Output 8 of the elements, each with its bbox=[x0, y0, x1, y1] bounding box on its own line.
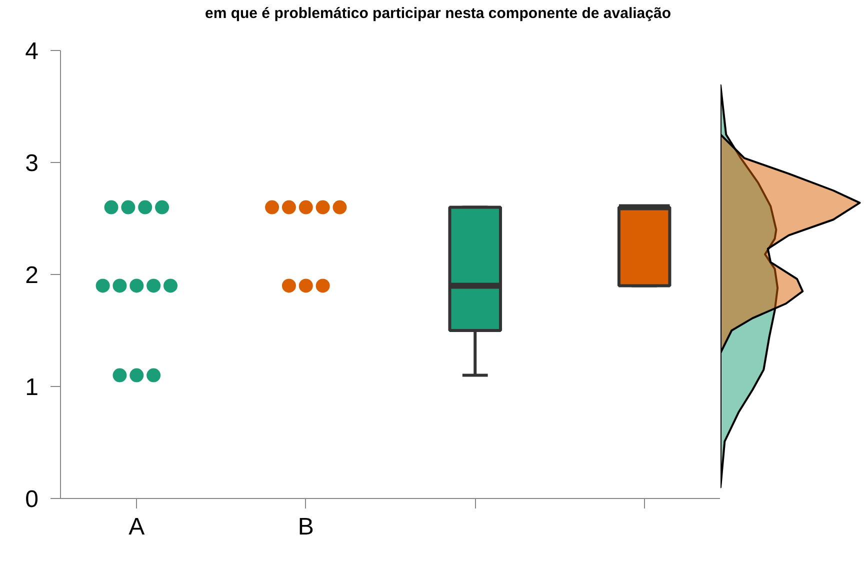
x-tick-label: A bbox=[128, 514, 145, 541]
y-tick-label: 0 bbox=[25, 486, 39, 514]
y-tick-label: 1 bbox=[25, 374, 39, 402]
y-tick-label: 2 bbox=[25, 262, 39, 290]
y-tick-label: 3 bbox=[25, 150, 39, 178]
x-tick-label: B bbox=[298, 514, 314, 541]
chart-title: em que é problemático participar nesta componente de avaliação bbox=[204, 5, 672, 22]
y-tick-label: 4 bbox=[25, 38, 39, 66]
